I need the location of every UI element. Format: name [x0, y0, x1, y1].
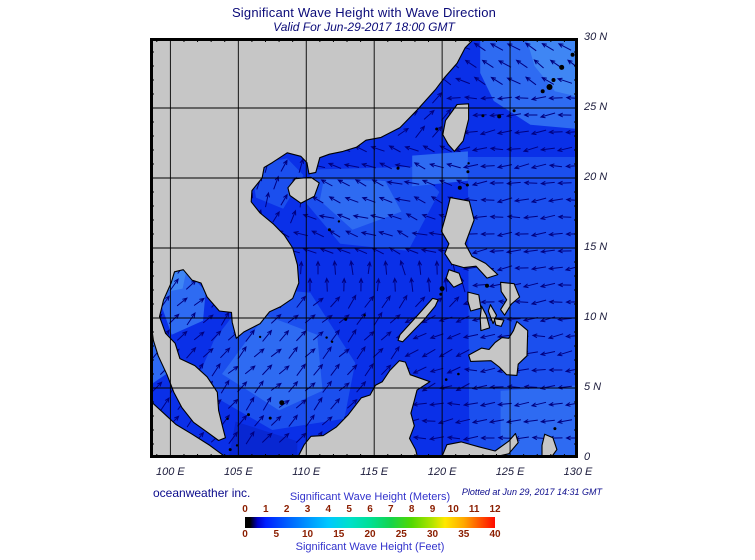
feet-tick-5: 5	[273, 529, 280, 540]
meters-tick-11: 11	[468, 504, 480, 515]
land-borneo	[296, 360, 431, 458]
land-hainan	[287, 176, 320, 204]
land-layer	[150, 38, 558, 458]
legend-feet-label: Significant Wave Height (Feet)	[295, 541, 445, 553]
lat-label-15: 15 N	[584, 241, 608, 253]
feet-tick-40: 40	[489, 529, 501, 540]
land-bohol	[493, 318, 505, 327]
feet-tick-35: 35	[458, 529, 470, 540]
feet-tick-25: 25	[395, 529, 407, 540]
lon-label-100: 100 E	[156, 466, 185, 478]
page-title: Significant Wave Height with Wave Direct…	[231, 5, 497, 20]
meters-tick-12: 12	[489, 504, 501, 515]
legend-meters-label: Significant Wave Height (Meters)	[289, 491, 451, 503]
meters-tick-5: 5	[346, 504, 352, 515]
meters-tick-1: 1	[263, 504, 269, 515]
meters-tick-7: 7	[388, 504, 394, 515]
land-asia-mainland	[150, 38, 476, 442]
land-sumatra	[150, 400, 228, 458]
land-halmahera	[541, 433, 558, 458]
patch-ryukyu-band	[526, 38, 578, 97]
lon-label-115: 115 E	[360, 466, 389, 478]
meters-tick-6: 6	[367, 504, 373, 515]
legend-meters-scale: 0 1 2 3 4 5 6 7 8 9 10 11 12	[242, 504, 500, 515]
meters-tick-3: 3	[304, 504, 311, 515]
land-mindoro	[445, 269, 464, 288]
meters-tick-2: 2	[283, 504, 290, 515]
patch-philippine-sea	[467, 157, 578, 458]
credit-text: oceanweather inc.	[153, 486, 251, 500]
small-islands	[226, 52, 575, 452]
plotted-timestamp: Plotted at Jun 29, 2017 14:31 GMT	[461, 487, 602, 497]
land-luzon	[440, 197, 499, 279]
lon-label-105: 105 E	[223, 466, 253, 478]
feet-tick-20: 20	[364, 529, 376, 540]
feet-tick-30: 30	[426, 529, 439, 540]
patch-southern-scs-core	[222, 315, 323, 411]
meters-tick-10: 10	[447, 504, 459, 515]
lon-label-120: 120 E	[427, 466, 457, 478]
grid-lines	[150, 38, 578, 458]
lat-label-0: 0	[584, 451, 591, 463]
feet-tick-10: 10	[301, 529, 314, 540]
land-palawan	[397, 297, 439, 343]
feet-tick-15: 15	[333, 529, 345, 540]
patch-karimata	[228, 421, 298, 458]
lat-label-25: 25 N	[584, 101, 608, 113]
legend-feet-scale: 0 5 10 15 20 25 30 35 40	[242, 529, 500, 540]
land-taiwan	[442, 103, 470, 152]
meters-tick-0: 0	[242, 504, 248, 515]
wave-height-colorbar	[245, 517, 495, 528]
meters-tick-9: 9	[429, 504, 436, 515]
lat-label-20: 20 N	[584, 171, 608, 183]
lon-label-125: 125 E	[495, 466, 525, 478]
meters-tick-8: 8	[408, 504, 415, 515]
map-frame	[150, 38, 578, 458]
meters-tick-4: 4	[325, 504, 332, 515]
land-mindanao	[468, 320, 529, 376]
feet-tick-0: 0	[242, 529, 248, 540]
lon-label-110: 110 E	[292, 466, 321, 478]
land-panay	[467, 291, 482, 312]
wave-height-map	[150, 38, 578, 458]
lat-label-30: 30 N	[584, 31, 608, 43]
valid-time-subtitle: Valid For Jun-29-2017 18:00 GMT	[273, 20, 455, 34]
lat-label-5: 5 N	[584, 381, 602, 393]
lat-label-10: 10 N	[584, 311, 608, 323]
lon-label-130: 130 E	[563, 466, 593, 478]
